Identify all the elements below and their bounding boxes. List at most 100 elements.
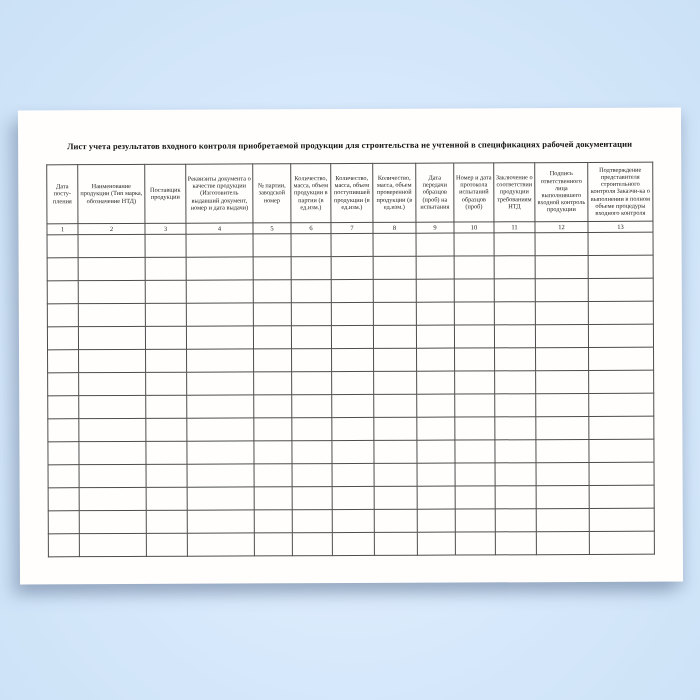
- empty-cell: [454, 301, 495, 326]
- empty-cell: [373, 417, 417, 441]
- empty-cell: [186, 256, 254, 281]
- empty-cell: [535, 416, 589, 440]
- column-header-received-quantity: Количество, масса, объем поступившей про…: [330, 163, 373, 223]
- empty-cell: [454, 232, 495, 257]
- empty-cell: [373, 440, 418, 464]
- empty-cell: [78, 280, 146, 304]
- empty-cell: [186, 417, 254, 442]
- column-header-supplier: Поставщик продукции: [144, 164, 186, 224]
- empty-cell: [254, 532, 293, 556]
- empty-cell: [455, 531, 496, 556]
- empty-cell: [145, 257, 187, 281]
- empty-cell: [495, 531, 537, 555]
- empty-cell: [494, 324, 536, 348]
- empty-cell: [455, 508, 496, 533]
- empty-cell: [374, 486, 418, 510]
- empty-cell: [79, 510, 147, 534]
- empty-cell: [331, 417, 374, 441]
- empty-cell: [416, 348, 455, 372]
- empty-cell: [416, 302, 455, 326]
- empty-cell: [146, 510, 188, 534]
- column-number: 6: [290, 222, 332, 234]
- empty-cell: [588, 370, 654, 394]
- empty-cell: [416, 279, 455, 303]
- empty-cell: [416, 256, 455, 280]
- incoming-control-log-table: Дата посту-пления Наименование продукции…: [46, 162, 655, 558]
- empty-cell: [145, 349, 187, 373]
- table-row: [48, 485, 655, 511]
- empty-cell: [417, 509, 456, 533]
- column-header-checked-quantity: Количество, масса, объем проверенной про…: [372, 163, 416, 223]
- empty-cell: [187, 486, 255, 511]
- empty-cell: [186, 394, 254, 419]
- empty-cell: [78, 418, 146, 442]
- empty-cell: [253, 325, 292, 349]
- empty-cell: [48, 464, 80, 488]
- empty-cell: [331, 440, 375, 464]
- empty-cell: [253, 394, 292, 418]
- empty-cell: [145, 280, 187, 304]
- empty-cell: [374, 532, 418, 556]
- empty-cell: [47, 280, 79, 304]
- empty-cell: [145, 303, 187, 327]
- column-number: 5: [252, 222, 292, 234]
- empty-cell: [535, 439, 590, 463]
- empty-cell: [292, 532, 333, 556]
- empty-cell: [536, 508, 590, 532]
- empty-cell: [253, 440, 293, 464]
- empty-cell: [291, 256, 332, 280]
- empty-cell: [589, 508, 655, 532]
- column-header-product-name: Наименование продукции (Тип марка, обозн…: [77, 164, 145, 224]
- empty-cell: [588, 439, 655, 463]
- empty-cell: [331, 394, 374, 418]
- column-number: 10: [453, 221, 495, 234]
- empty-cell: [494, 416, 536, 440]
- column-header-conformity: Заключение о соответствии продукции треб…: [493, 162, 535, 222]
- table-row: [47, 393, 654, 419]
- empty-cell: [494, 232, 536, 256]
- empty-cell: [186, 371, 254, 396]
- empty-cell: [253, 233, 292, 257]
- empty-cell: [253, 348, 292, 372]
- empty-cell: [145, 326, 187, 350]
- empty-cell: [373, 394, 417, 418]
- empty-cell: [291, 302, 332, 326]
- empty-cell: [495, 508, 537, 532]
- empty-cell: [588, 393, 654, 417]
- empty-cell: [535, 301, 589, 325]
- document-page: Лист учета результатов входного контроля…: [17, 107, 684, 585]
- document-title: Лист учета результатов входного контроля…: [67, 138, 633, 152]
- table-row: [47, 301, 654, 327]
- empty-cell: [291, 440, 333, 464]
- column-number: 8: [372, 222, 417, 234]
- empty-cell: [78, 234, 146, 258]
- column-header-batch-number: № партии, заводской номер: [252, 163, 291, 223]
- empty-cell: [292, 463, 333, 487]
- empty-cell: [588, 301, 654, 325]
- empty-cell: [253, 302, 292, 326]
- empty-cell: [454, 347, 495, 372]
- empty-cell: [417, 532, 456, 556]
- empty-cell: [494, 347, 536, 371]
- column-number: 3: [144, 223, 187, 235]
- empty-cell: [331, 233, 374, 257]
- column-header-batch-quantity: Количество, масса, объем продукции в пар…: [290, 163, 331, 223]
- empty-cell: [588, 324, 654, 348]
- empty-cell: [78, 326, 146, 350]
- empty-cell: [536, 531, 590, 555]
- empty-cell: [145, 234, 187, 258]
- empty-cell: [47, 326, 79, 350]
- table-row: [48, 508, 655, 534]
- empty-cell: [186, 302, 254, 327]
- empty-cell: [494, 393, 536, 417]
- empty-cell: [588, 347, 654, 371]
- empty-cell: [78, 257, 146, 281]
- column-number: 2: [77, 223, 146, 235]
- column-header-confirmation: Подтверждение представителя строительног…: [587, 162, 653, 222]
- empty-cell: [291, 348, 332, 372]
- empty-cell: [187, 509, 255, 534]
- empty-cell: [291, 417, 332, 441]
- empty-cell: [494, 255, 536, 279]
- empty-cell: [79, 487, 147, 511]
- empty-cell: [454, 324, 495, 349]
